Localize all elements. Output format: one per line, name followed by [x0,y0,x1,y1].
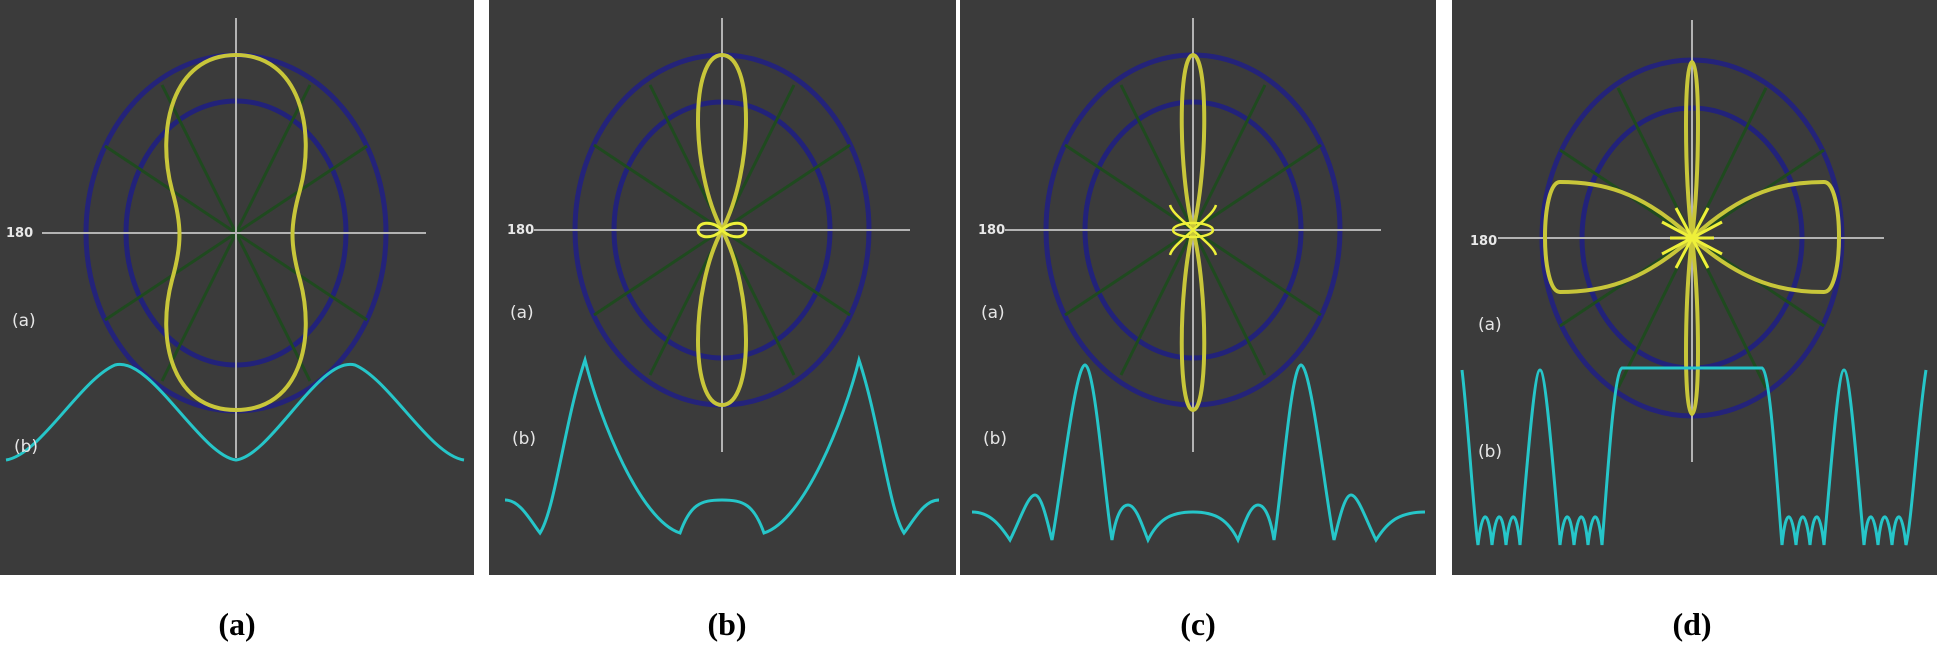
panel-a: 180 (a) (b) (a) [0,0,474,642]
panel-a-label-b: (b) [14,437,38,457]
panel-a-label-a: (a) [12,311,36,331]
panel-d-center-burst [1661,207,1723,269]
panel-c-center-sidelobes [1168,204,1218,256]
panel-d-label-a: (a) [1478,315,1502,335]
panel-d-label-b: (b) [1478,442,1502,462]
panel-a-caption: (a) [218,606,255,642]
panel-b: 180 (a) (b) (b) [489,0,956,642]
panel-b-label-b: (b) [512,429,536,449]
panel-c-axis-label: 180 [978,223,1005,238]
panel-b-label-a: (a) [510,303,534,323]
panel-c-label-b: (b) [983,429,1007,449]
panel-d: 180 (a) (b) (d) [1452,0,1937,642]
panel-a-axis-label: 180 [6,226,33,241]
panel-d-axis-label: 180 [1470,234,1497,249]
panel-c-response-curve [971,363,1426,544]
panel-c-label-a: (a) [981,303,1005,323]
panel-b-caption: (b) [707,606,746,642]
panel-c: 180 (a) (b) (c) [960,0,1436,642]
panel-a-radiation-pattern [164,52,308,413]
panel-b-center-loop [696,221,748,239]
panel-c-spokes [1064,84,1322,376]
panel-a-response-curve [5,362,465,462]
panel-b-response-curve [504,354,940,536]
panel-a-crosshair [42,18,426,458]
panel-d-caption: (d) [1672,606,1711,642]
panel-b-axis-label: 180 [507,223,534,238]
panel-c-caption: (c) [1180,606,1216,642]
panel-c-background [960,0,1436,575]
panel-d-response-curve [1460,366,1928,546]
